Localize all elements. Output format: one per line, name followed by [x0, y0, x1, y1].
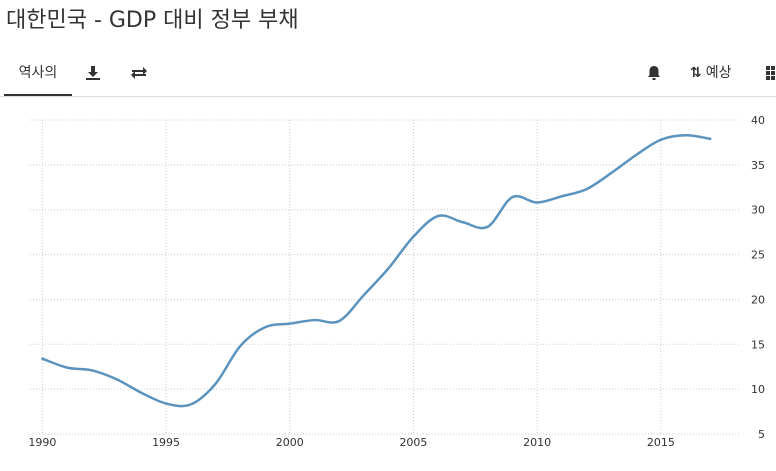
y-tick-label: 5 [758, 428, 765, 441]
y-tick-label: 20 [751, 293, 765, 306]
sort-icon: ⇅ [690, 65, 702, 81]
y-tick-label: 30 [751, 204, 765, 217]
y-axis-ticks: 5 10 15 20 25 30 35 40 [751, 114, 765, 441]
x-tick-label: 2005 [399, 436, 427, 449]
x-axis-ticks: 1990 1995 2000 2005 2010 2015 [28, 436, 674, 449]
grid-lines [30, 119, 740, 435]
page-title: 대한민국 - GDP 대비 정부 부채 [6, 8, 299, 33]
grid-icon[interactable] [762, 62, 776, 84]
bell-icon[interactable] [643, 62, 665, 84]
tab-history[interactable]: 역사의 [4, 56, 72, 96]
y-tick-label: 15 [751, 338, 765, 351]
download-icon[interactable] [82, 62, 104, 84]
x-tick-label: 1990 [28, 436, 56, 449]
chart-toolbar: 역사의 ⇅ 예상 [0, 56, 776, 97]
y-tick-label: 40 [751, 114, 765, 127]
line-chart: 1990 1995 2000 2005 2010 2015 5 10 15 20 25 30 35 40 [28, 114, 765, 449]
x-tick-label: 2010 [523, 436, 551, 449]
y-tick-label: 35 [751, 159, 765, 172]
x-tick-label: 2000 [276, 436, 304, 449]
y-tick-label: 10 [751, 383, 765, 396]
series-line [41, 134, 712, 408]
y-tick-label: 25 [751, 249, 765, 262]
forecast-button[interactable]: ⇅ 예상 [690, 62, 732, 84]
x-tick-label: 2015 [647, 436, 675, 449]
x-tick-label: 1995 [152, 436, 180, 449]
swap-icon[interactable] [128, 62, 150, 84]
forecast-label: 예상 [705, 65, 732, 81]
